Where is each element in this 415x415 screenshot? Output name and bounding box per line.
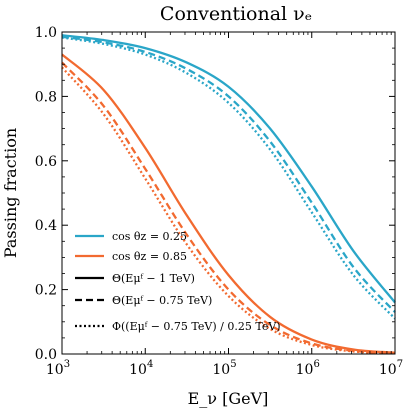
- legend: cos θz = 0.25 cos θz = 0.85 Θ(Eμᶠ − 1 TeV)…: [75, 230, 281, 333]
- x-tick-label: 105: [212, 359, 236, 378]
- series-line-cos085-dashed: [61, 61, 396, 355]
- legend-label: cos θz = 0.85: [112, 250, 187, 263]
- series-line-cos025-dotted: [61, 36, 396, 320]
- legend-label: Θ(Eμᶠ − 0.75 TeV): [112, 294, 212, 307]
- y-axis-label: Passing fraction: [1, 128, 20, 258]
- x-tick-label: 104: [129, 359, 153, 378]
- y-tick-label: 1.0: [35, 25, 57, 41]
- y-tick-label: 0.8: [35, 89, 57, 105]
- y-tick-label: 0.2: [35, 283, 57, 299]
- series-line-cos085-dotted: [61, 66, 396, 355]
- legend-label: Θ(Eμᶠ − 1 TeV): [112, 272, 195, 285]
- x-tick-label: 107: [379, 359, 403, 378]
- y-tick-label: 0.0: [35, 347, 57, 363]
- y-tick-label: 0.6: [35, 154, 57, 170]
- curves-layer: [61, 34, 396, 355]
- chart-title: Conventional νₑ: [160, 3, 312, 25]
- series-line-cos025-solid: [61, 34, 396, 304]
- x-axis-label: E_ν [GeV]: [188, 389, 269, 408]
- x-tick-label: 106: [296, 359, 320, 378]
- legend-label: Φ((Eμᶠ − 0.75 TeV) / 0.25 TeV): [112, 320, 281, 333]
- legend-label: cos θz = 0.25: [112, 230, 187, 243]
- series-line-cos085-solid: [61, 53, 396, 354]
- series-line-cos025-dashed: [61, 35, 396, 313]
- y-tick-label: 0.4: [35, 218, 57, 234]
